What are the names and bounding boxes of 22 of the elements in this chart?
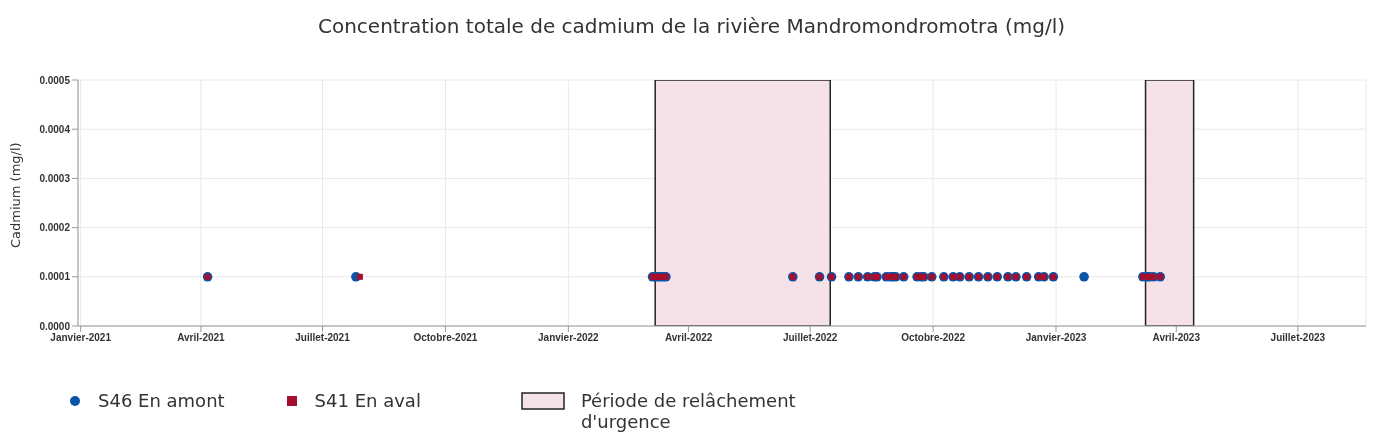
x-tick-label: Avril-2023 xyxy=(1152,332,1201,344)
y-tick-label: 0.0001 xyxy=(39,271,71,283)
x-tick-label: Juillet-2021 xyxy=(295,332,351,344)
x-tick-label: Juillet-2023 xyxy=(1270,332,1326,344)
legend-label: S46 En amont xyxy=(98,390,225,411)
x-tick-label: Avril-2022 xyxy=(664,332,713,344)
legend-label: Période de relâchement d'urgence xyxy=(580,390,797,432)
x-tick-label: Janvier-2022 xyxy=(538,332,600,344)
y-tick-label: 0.0003 xyxy=(39,172,71,184)
y-tick-label: 0.0005 xyxy=(39,74,71,86)
x-tick-label: Octobre-2021 xyxy=(413,332,478,344)
x-tick-label: Octobre-2022 xyxy=(901,332,966,344)
y-tick-label: 0.0004 xyxy=(39,123,71,135)
y-axis-title: Cadmium (mg/l) xyxy=(7,142,23,248)
x-tick-label: Janvier-2021 xyxy=(50,332,112,344)
legend-label: S41 En aval xyxy=(314,390,421,411)
chart-title: Concentration totale de cadmium de la rivière Mandromondromotra (mg/l) xyxy=(317,13,1066,40)
y-tick-label: 0.0002 xyxy=(39,222,71,234)
x-tick-label: Juillet-2022 xyxy=(782,332,838,344)
x-tick-label: Janvier-2023 xyxy=(1025,332,1087,344)
x-tick-label: Avril-2021 xyxy=(177,332,226,344)
y-tick-label: 0.0000 xyxy=(39,320,71,332)
